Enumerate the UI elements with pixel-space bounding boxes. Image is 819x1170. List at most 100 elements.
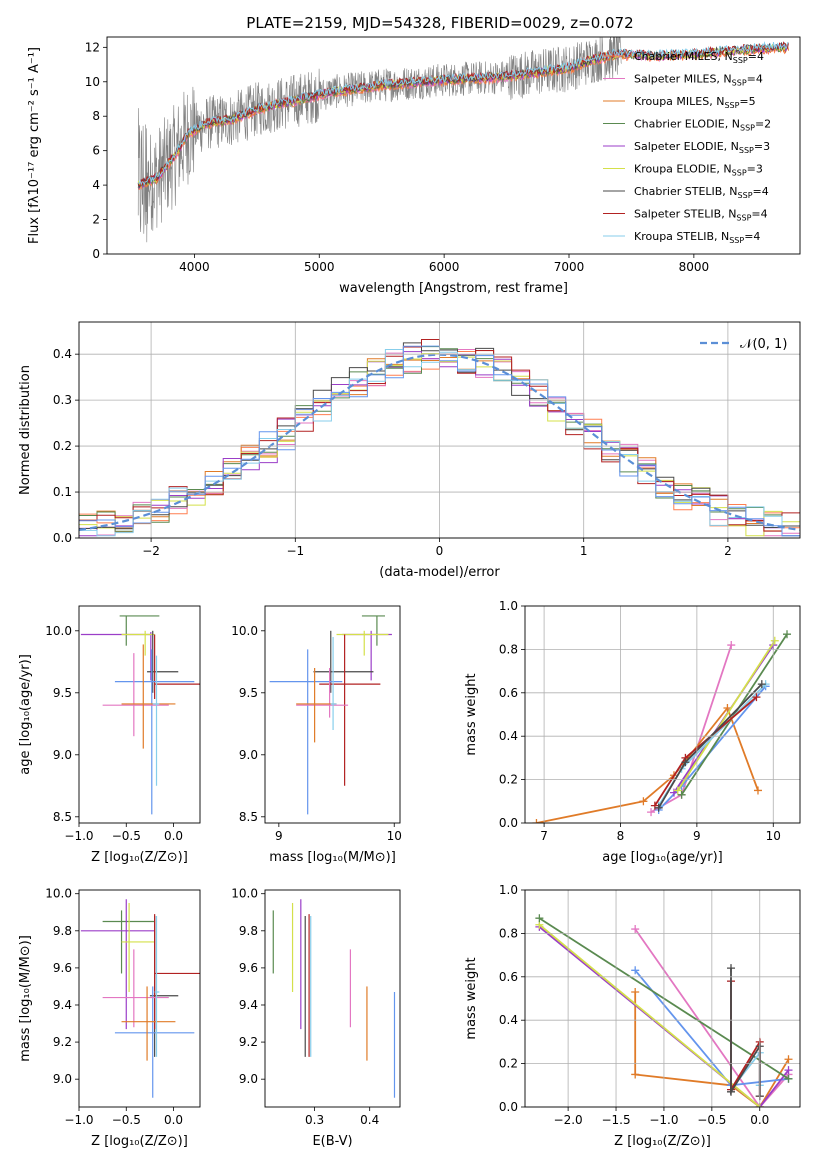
mass-weight-point xyxy=(647,808,656,817)
residuals-ylabel: Normed distribution xyxy=(18,365,33,495)
mass-weight-point xyxy=(631,1070,640,1079)
mass-weight-point xyxy=(757,680,766,689)
legend-entry: Salpeter ELODIE, NSSP=3 xyxy=(634,140,770,155)
legend-prefix: Salpeter MILES, N xyxy=(634,73,732,86)
residuals-plot xyxy=(75,321,801,542)
residuals-ytick-label: 0.2 xyxy=(53,439,72,453)
mass-weight-line xyxy=(677,640,776,791)
residuals-xtick-label: 1 xyxy=(580,544,588,558)
mass_vs_Z-xtick-label: 0.0 xyxy=(164,1113,183,1127)
weight_vs_Z-ylabel: mass weight xyxy=(464,957,479,1039)
weight_vs_age-ytick-label: 0.4 xyxy=(499,729,518,743)
legend-prefix: Chabrier MILES, N xyxy=(634,50,733,63)
spectrum-xtick-label: 8000 xyxy=(679,260,710,274)
weight_vs_age-xlabel: age [log₁₀(age/yr)] xyxy=(602,850,723,865)
mass-weight-point xyxy=(532,819,541,823)
legend-entry: Chabrier MILES, NSSP=4 xyxy=(634,50,764,65)
mass-weight-point xyxy=(727,1087,736,1096)
legend-entry: Kroupa MILES, NSSP=5 xyxy=(634,95,756,110)
age_vs_mass-plot xyxy=(261,605,401,827)
mass-weight-line xyxy=(730,981,761,1097)
age_vs_mass-marks xyxy=(269,615,392,815)
mass_vs_Z-ylabel: mass [log₁₀(M/M⊙)] xyxy=(18,935,33,1062)
mass-weight-point xyxy=(535,914,544,923)
weight_vs_age-ytick-label: 1.0 xyxy=(499,599,518,613)
legend-suffix: =3 xyxy=(754,140,770,153)
mass_vs_ebv-ytick-label: 9.8 xyxy=(239,924,258,938)
mass_vs_Z-xlabel: Z [log₁₀(Z/Z⊙)] xyxy=(91,1134,188,1149)
spectrum-xlabel: wavelength [Angstrom, rest frame] xyxy=(339,281,568,296)
legend-entry: Salpeter MILES, NSSP=4 xyxy=(634,73,763,88)
weight_vs_age-xtick-label: 7 xyxy=(540,829,548,843)
legend-suffix: =4 xyxy=(753,185,769,198)
mass_vs_ebv-plot xyxy=(261,889,401,1111)
legend-suffix: =3 xyxy=(747,163,763,176)
mass-weight-point xyxy=(783,630,792,639)
legend-sub: SSP xyxy=(724,101,739,110)
legend-sub: SSP xyxy=(732,169,747,178)
age_vs_mass-ytick-label: 8.5 xyxy=(239,810,258,824)
age_vs_Z-frame xyxy=(78,605,201,824)
legend-sub: SSP xyxy=(739,146,754,155)
spectrum-xtick-label: 5000 xyxy=(304,260,335,274)
legend-entry: Chabrier ELODIE, NSSP=2 xyxy=(634,118,771,133)
mass_vs_ebv-ytick-label: 9.6 xyxy=(239,961,258,975)
mass-weight-point xyxy=(631,966,640,975)
residuals-ytick-label: 0.3 xyxy=(53,393,72,407)
legend-suffix: =4 xyxy=(744,230,760,243)
legend-suffix: =2 xyxy=(755,118,771,131)
legend-sub: SSP xyxy=(732,79,747,88)
age_vs_Z-plot xyxy=(75,605,201,827)
weight_vs_Z-ytick-label: 1.0 xyxy=(499,883,518,897)
age_vs_Z-xlabel: Z [log₁₀(Z/Z⊙)] xyxy=(91,850,188,865)
mass-weight-point xyxy=(681,758,690,767)
weight_vs_Z-plot xyxy=(521,889,801,1111)
residuals-ytick-label: 0.0 xyxy=(53,531,72,545)
legend-sub: SSP xyxy=(738,191,753,200)
age_vs_mass-xtick-label: 9 xyxy=(275,829,283,843)
legend-entry: Salpeter STELIB, NSSP=4 xyxy=(634,208,768,223)
mass_vs_Z-ytick-label: 9.4 xyxy=(53,998,72,1012)
mass_vs_ebv-ytick-label: 9.2 xyxy=(239,1035,258,1049)
spectrum-ylabel: Flux [fλ10⁻¹⁷ erg cm⁻² s⁻¹ A⁻¹] xyxy=(27,47,42,244)
mass_vs_ebv-xlabel: E(B-V) xyxy=(312,1134,352,1149)
age_vs_mass-frame xyxy=(264,605,401,824)
legend-prefix: Kroupa STELIB, N xyxy=(634,230,729,243)
weight_vs_Z-xtick-label: 0.0 xyxy=(750,1113,769,1127)
weight_vs_age-xtick-label: 10 xyxy=(766,829,781,843)
legend-entry: Kroupa ELODIE, NSSP=3 xyxy=(634,163,763,178)
legend-suffix: =4 xyxy=(747,73,763,86)
mass_vs_ebv-frame xyxy=(264,889,401,1108)
age_vs_Z-marks xyxy=(80,615,200,815)
mass-weight-point xyxy=(784,1066,793,1075)
age_vs_Z-ytick-label: 9.5 xyxy=(53,686,72,700)
spectrum-ytick-label: 10 xyxy=(85,75,100,89)
spectrum-ytick-label: 0 xyxy=(92,247,100,261)
weight_vs_Z-xtick-label: −2.0 xyxy=(554,1113,583,1127)
mass_vs_Z-ytick-label: 10.0 xyxy=(45,887,72,901)
age_vs_Z-xtick-label: −1.0 xyxy=(64,829,93,843)
spectrum-ytick-label: 2 xyxy=(92,213,100,227)
weight_vs_age-ytick-label: 0.8 xyxy=(499,642,518,656)
mass_vs_ebv-marks xyxy=(272,899,396,1098)
mass-weight-line xyxy=(538,924,761,1107)
residuals-ytick-label: 0.4 xyxy=(53,347,72,361)
legend-sub: SSP xyxy=(740,124,755,133)
mass_vs_Z-ytick-label: 9.2 xyxy=(53,1035,72,1049)
weight_vs_Z-xtick-label: −1.0 xyxy=(649,1113,678,1127)
spectrum-xtick-label: 6000 xyxy=(429,260,460,274)
weight_vs_Z-xlabel: Z [log₁₀(Z/Z⊙)] xyxy=(614,1134,711,1149)
age_vs_Z-ytick-label: 8.5 xyxy=(53,810,72,824)
mass-weight-point xyxy=(631,987,640,996)
legend-entry: Chabrier STELIB, NSSP=4 xyxy=(634,185,769,200)
legend-entry: Kroupa STELIB, NSSP=4 xyxy=(634,230,760,245)
weight_vs_Z-ytick-label: 0.6 xyxy=(499,970,518,984)
legend-suffix: =4 xyxy=(751,208,767,221)
mass-weight-point xyxy=(752,693,761,702)
mass-weight-point xyxy=(753,786,762,795)
mass-weight-line xyxy=(538,926,790,1107)
mass_vs_Z-xtick-label: −0.5 xyxy=(112,1113,141,1127)
weight_vs_age-frame xyxy=(524,605,801,824)
spectrum-data-line xyxy=(137,37,622,243)
legend-suffix: =5 xyxy=(739,95,755,108)
